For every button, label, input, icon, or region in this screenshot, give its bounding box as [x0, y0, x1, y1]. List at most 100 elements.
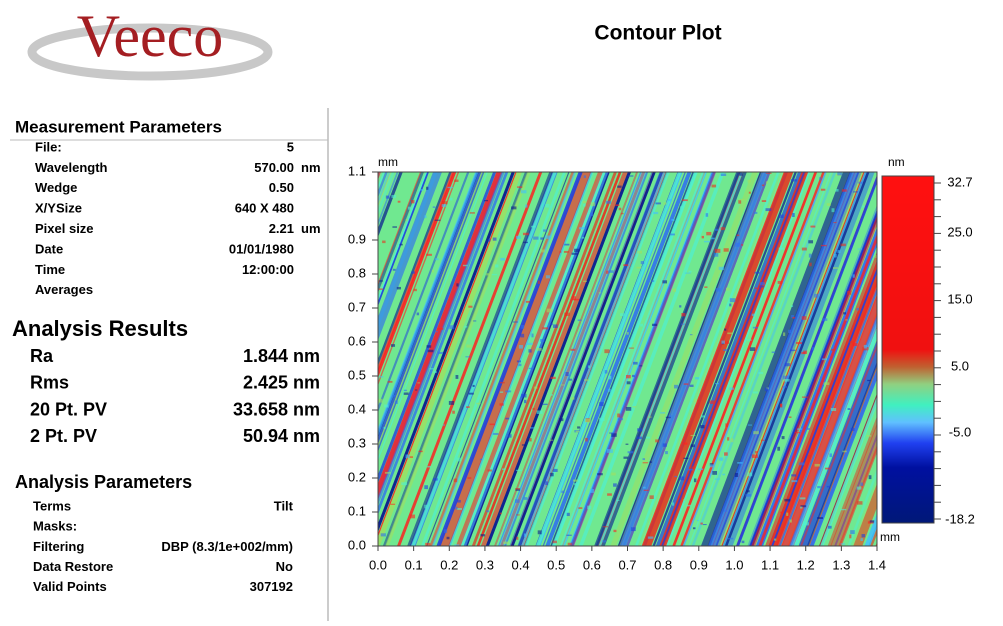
- contour-speck: [466, 406, 470, 408]
- contour-speck: [831, 208, 835, 213]
- contour-speck: [801, 316, 807, 320]
- contour-stripe: [510, 172, 656, 546]
- contour-speck: [705, 213, 709, 217]
- contour-speck: [791, 315, 794, 319]
- contour-speck: [765, 172, 772, 174]
- contour-speck: [807, 455, 812, 459]
- contour-speck: [417, 382, 421, 384]
- contour-speck: [608, 270, 614, 273]
- contour-speck: [794, 432, 801, 434]
- contour-speck: [640, 261, 645, 265]
- colorbar-label: -18.2: [945, 511, 975, 526]
- contour-speck: [623, 456, 629, 459]
- contour-speck: [429, 368, 434, 370]
- contour-speck: [738, 199, 742, 204]
- contour-speck: [515, 488, 520, 490]
- contour-speck: [590, 202, 596, 207]
- contour-speck: [611, 433, 617, 437]
- contour-speck: [424, 485, 429, 490]
- contour-speck: [392, 395, 396, 397]
- contour-speck: [420, 189, 424, 191]
- colorbar-label: 5.0: [951, 358, 969, 373]
- contour-speck: [683, 499, 686, 501]
- contour-speck: [437, 327, 444, 330]
- contour-speck: [643, 489, 649, 491]
- contour-stripe: [378, 172, 443, 341]
- contour-stripe: [936, 160, 1003, 560]
- contour-stripe: [378, 172, 509, 515]
- contour-speck: [642, 458, 646, 461]
- contour-speck: [616, 499, 620, 501]
- contour-speck: [741, 540, 745, 544]
- contour-stripe: [407, 172, 553, 546]
- contour-speck: [391, 194, 397, 198]
- contour-stripe: [736, 175, 877, 546]
- contour-speck: [411, 200, 415, 204]
- contour-speck: [625, 374, 631, 379]
- contour-speck: [597, 473, 603, 476]
- contour-stripe: [509, 172, 654, 546]
- contour-speck: [820, 188, 826, 191]
- contour-stripe: [748, 208, 877, 546]
- contour-speck: [727, 437, 730, 441]
- contour-speck: [867, 379, 871, 382]
- contour-speck: [390, 344, 396, 347]
- contour-speck: [631, 374, 635, 378]
- contour-speck: [628, 175, 634, 177]
- contour-speck: [379, 280, 383, 282]
- contour-speck: [405, 219, 408, 222]
- contour-speck: [668, 415, 672, 418]
- contour-stripe: [830, 422, 877, 546]
- contour-speck: [611, 472, 616, 476]
- contour-speck: [566, 534, 572, 536]
- contour-stripe: [485, 172, 632, 546]
- contour-speck: [455, 374, 459, 379]
- contour-speck: [753, 431, 759, 435]
- x-tick-label: 0.4: [512, 557, 530, 572]
- contour-stripe: [847, 468, 877, 546]
- contour-speck: [823, 382, 830, 385]
- contour-speck: [714, 253, 719, 257]
- contour-stripe: [378, 172, 488, 462]
- contour-speck: [862, 205, 865, 208]
- contour-speck: [663, 202, 667, 205]
- colorbar-unit: nm: [888, 155, 905, 169]
- contour-speck: [564, 312, 570, 316]
- y-tick-label: 0.7: [348, 299, 366, 314]
- contour-speck: [545, 203, 550, 208]
- contour-speck: [798, 462, 805, 466]
- contour-speck: [602, 540, 606, 543]
- contour-speck: [441, 201, 448, 205]
- contour-stripe: [820, 396, 877, 546]
- contour-speck: [522, 241, 528, 244]
- contour-speck: [754, 451, 758, 454]
- contour-speck: [691, 466, 695, 470]
- contour-speck: [701, 235, 705, 239]
- contour-speck: [550, 376, 556, 380]
- contour-speck: [696, 519, 699, 522]
- contour-stripe: [455, 172, 603, 546]
- contour-speck: [467, 477, 472, 479]
- contour-speck: [806, 427, 810, 430]
- contour-speck: [434, 219, 441, 221]
- contour-speck: [525, 204, 528, 208]
- colorbar-label: 15.0: [947, 291, 972, 306]
- contour-stripe: [438, 172, 592, 546]
- contour-speck: [620, 212, 624, 215]
- contour-speck: [473, 320, 477, 322]
- param-value: 0.50: [269, 180, 294, 195]
- contour-speck: [516, 235, 521, 239]
- contour-speck: [521, 325, 525, 329]
- contour-stripe: [641, 172, 794, 546]
- contour-speck: [655, 439, 659, 443]
- contour-speck: [492, 237, 497, 241]
- contour-speck: [819, 177, 822, 181]
- contour-speck: [448, 400, 455, 405]
- contour-speck: [715, 383, 719, 385]
- contour-stripe: [397, 172, 543, 546]
- x-tick-label: 1.0: [725, 557, 743, 572]
- contour-speck: [723, 509, 728, 512]
- contour-speck: [454, 179, 459, 182]
- contour-speck: [727, 332, 733, 335]
- section-title: Analysis Results: [12, 316, 188, 341]
